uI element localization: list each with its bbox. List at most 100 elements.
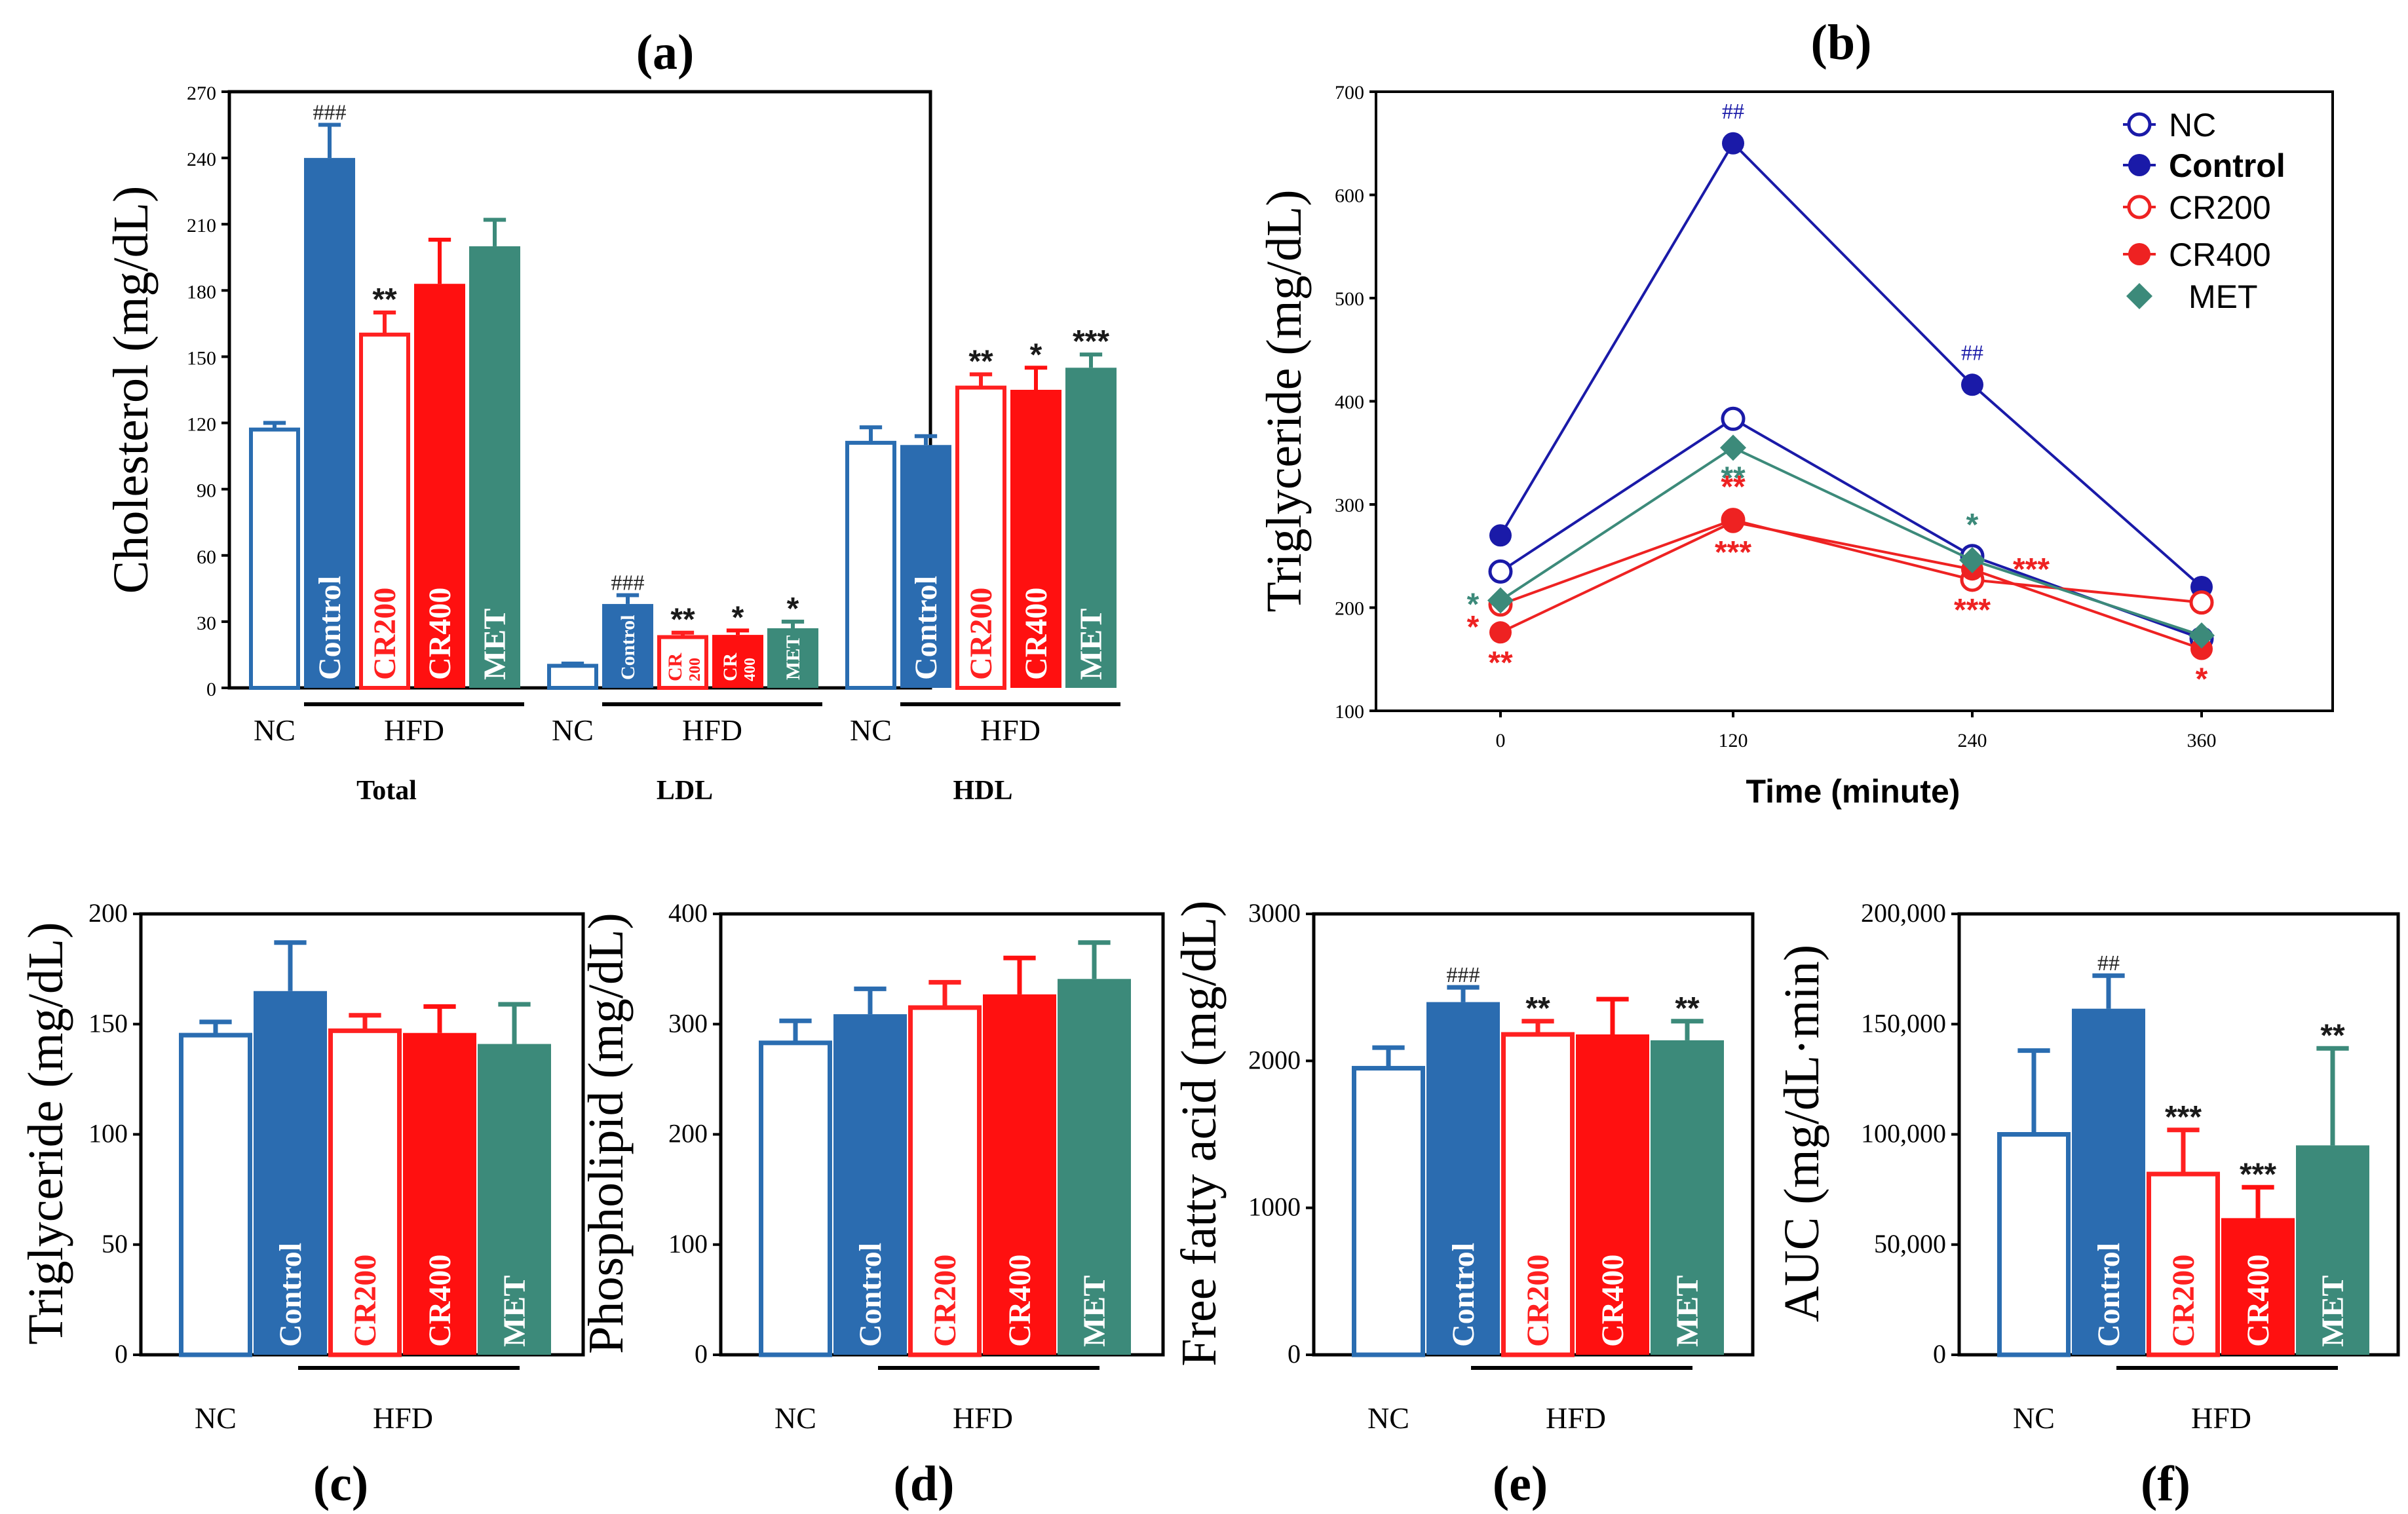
data-point [2190,637,2213,660]
bar-label: CR200 [964,588,999,680]
bar-nc [1352,1066,1425,1357]
legend: NC Control CR200 CR400 MET [2123,107,2285,315]
bar-label: CR400 [1019,588,1054,680]
significance-star: * [732,600,744,635]
significance-hash: ## [1722,100,1744,124]
legend-label: Control [2169,147,2285,184]
y-tick-label: 120 [187,414,216,436]
data-point [1721,406,1746,431]
group-hfd-label: HFD [2191,1401,2251,1435]
data-point [1487,587,1514,614]
x-tick-label: 360 [2187,730,2217,751]
data-point [1489,524,1512,547]
bar-label: Control [1446,1243,1481,1347]
group-nc-label: NC [850,713,892,747]
y-tick-label: 0 [1288,1339,1301,1369]
y-tick-label: 100 [668,1229,708,1259]
significance-star: ** [1525,991,1550,1026]
significance-star: ** [1488,645,1513,680]
series-line [1499,417,2202,640]
panel-d-chart: 0 100 200 300 400 Control CR200 CR400 MET NC HFD (d… [579,898,1165,1511]
group-hfd-label: HFD [980,713,1041,747]
panel-e-chart: 0 1000 2000 3000 Control ### CR200 ** CR400 MET **… [1172,898,1755,1511]
y-tick-label: 50 [102,1229,128,1259]
significance-star: * [2196,662,2208,697]
data-point [1488,559,1513,584]
group-nc-label: NC [1367,1401,1409,1435]
bar-cr200 [657,635,708,691]
y-tick-label: 100 [88,1119,128,1148]
data-point [2189,590,2214,615]
significance-star: *** [2165,1100,2202,1135]
y-tick-label: 30 [197,613,216,634]
bar-cr200 [908,1005,982,1357]
bar-label: CR400 [719,653,759,681]
bar-met [767,628,818,688]
group-name: LDL [657,776,713,806]
y-tick-label: 200,000 [1861,898,1946,928]
significance-star: *** [2013,552,2050,587]
y-tick-label: 200 [668,1119,708,1148]
x-tick-label: 240 [1958,730,1987,751]
bar-control [254,991,327,1355]
bar-met [1065,368,1117,688]
significance-star: *** [1715,535,1751,570]
panel-label: (e) [1493,1456,1548,1511]
data-point [2188,622,2215,649]
series-line [1499,141,2203,588]
significance-hash: ### [1447,963,1480,987]
y-tick-label: 150,000 [1861,1008,1946,1038]
data-point [1959,547,1985,574]
y-tick-label: 3000 [1248,898,1301,928]
bar-nc [1997,1132,2071,1357]
bar-nc [179,1032,252,1357]
bar-cr200 [328,1028,402,1357]
significance-star: ** [968,344,993,379]
group-nc-label: NC [2013,1401,2055,1435]
bar-control [304,158,355,689]
bar-cr200 [1501,1032,1575,1357]
x-axis-title: Time (minute) [1746,773,1960,810]
y-tick-label: 0 [115,1339,128,1369]
group-hfd-label: HFD [682,713,742,747]
significance-star: ** [1675,991,1700,1026]
bar-label: CR200 [348,1255,383,1347]
legend-marker [2126,283,2152,309]
panel-label: (c) [313,1456,368,1511]
significance-star: *** [2240,1157,2276,1192]
y-tick-label: 200 [88,898,128,928]
significance-star: * [787,592,799,626]
y-axis-title: AUC (mg/dL·min) [1774,945,1829,1322]
significance-star: ** [2320,1018,2345,1053]
data-point [1961,373,1983,396]
bar-cr400 [1010,390,1061,688]
panel-label: (b) [1811,15,1872,70]
y-tick-label: 150 [88,1008,128,1038]
bar-cr400 [403,1032,476,1355]
y-tick-label: 90 [197,480,216,502]
panel-label: (d) [894,1456,955,1511]
y-tick-label: 0 [695,1339,708,1369]
bar-label: Control [853,1243,888,1347]
bar-label: CR400 [423,588,457,680]
bar-nc [845,440,896,691]
series-line [1499,446,2202,637]
group-hfd-label: HFD [1546,1401,1606,1435]
group-nc-label: NC [195,1401,237,1435]
bar-label: Control [617,615,639,680]
data-point [1722,510,1744,533]
x-tick-label: 0 [1496,730,1506,751]
significance-star: * [1030,337,1042,372]
bar-cr200 [359,332,410,691]
legend-marker [2128,154,2150,176]
bar-control [2072,1008,2145,1355]
legend-marker [2127,112,2152,137]
y-tick-label: 0 [206,679,216,700]
bar-label: CR400 [1003,1255,1037,1347]
bar-label: Control [909,576,944,680]
data-point [1722,132,1744,155]
significance-hash: ## [2097,951,2120,975]
bar-label: CR200 [1521,1255,1556,1347]
bar-nc [759,1040,832,1357]
